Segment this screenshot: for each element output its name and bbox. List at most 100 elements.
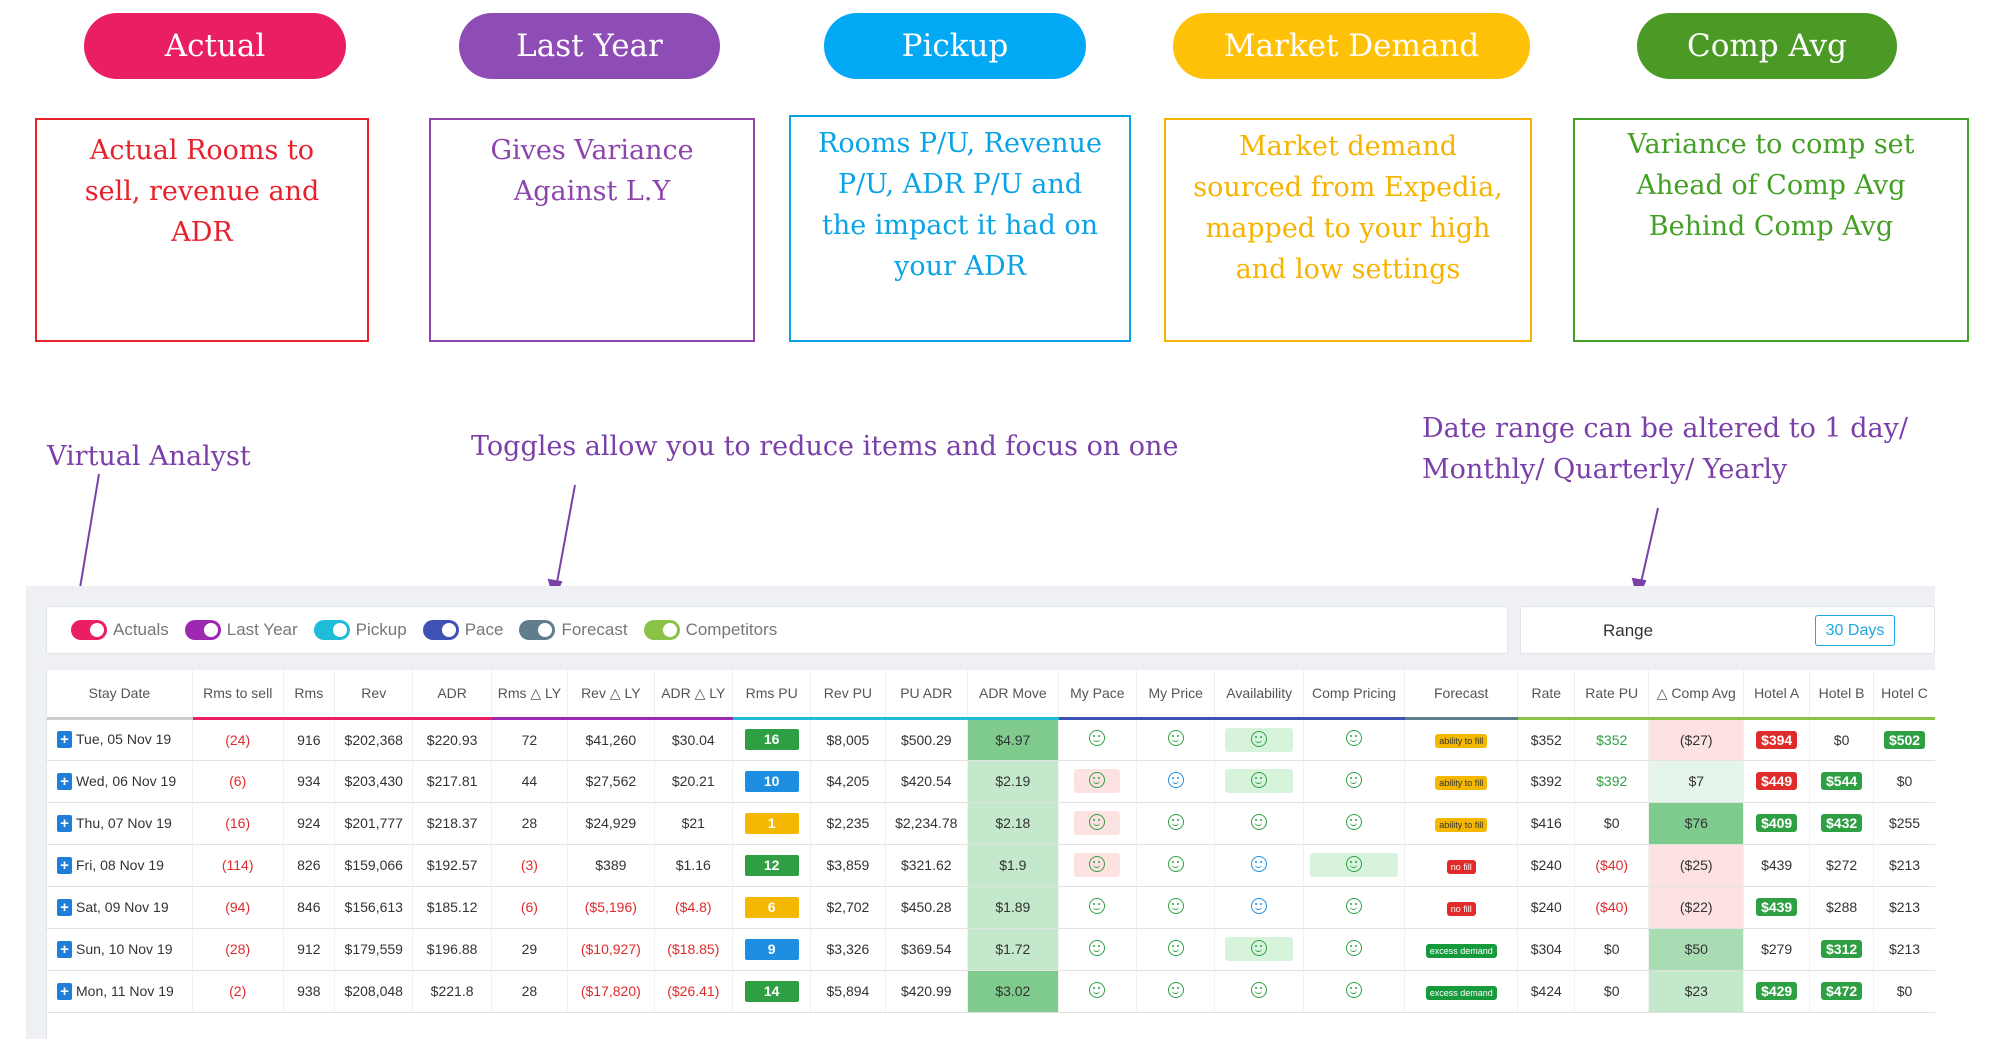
legend-actual-label: Actual: [164, 28, 266, 64]
col-forecast[interactable]: Forecast: [1404, 670, 1519, 720]
hotel-c-badge: $502: [1883, 730, 1926, 749]
expand-row-button[interactable]: +: [57, 856, 72, 874]
cell-rms-ly: 72: [491, 718, 569, 761]
cell-pu-adr: $450.28: [885, 886, 968, 929]
col-hotel-b[interactable]: Hotel B: [1809, 670, 1875, 720]
cell-availability: [1214, 970, 1305, 1013]
smiley-icon: [1346, 730, 1363, 746]
col-rev-ly[interactable]: Rev △ LY: [567, 670, 655, 720]
smiley-icon: [1251, 981, 1268, 998]
pace-chip: [1074, 769, 1121, 793]
smiley-icon: [1251, 855, 1268, 872]
toggle-last-year-switch[interactable]: [184, 620, 221, 640]
toggle-pace[interactable]: Pace: [422, 620, 503, 640]
range-30-days-button[interactable]: 30 Days: [1815, 615, 1895, 646]
cell-comp-pricing: [1303, 844, 1406, 887]
cell-my-pace: [1058, 802, 1138, 845]
col-my-price[interactable]: My Price: [1136, 670, 1216, 720]
cell-rms: 916: [283, 718, 336, 761]
forecast-badge: excess demand: [1425, 943, 1497, 958]
col-pu-adr[interactable]: PU ADR: [885, 670, 968, 720]
toggle-forecast-switch[interactable]: [519, 620, 556, 640]
cell-rate-pu: $352: [1574, 718, 1650, 761]
toggle-pickup[interactable]: Pickup: [313, 620, 407, 640]
forecast-badge: ability to fill: [1435, 775, 1488, 790]
cell-stay-date: + Sat, 09 Nov 19: [47, 886, 193, 929]
col-rate[interactable]: Rate: [1517, 670, 1576, 720]
cell-my-price: [1136, 718, 1216, 761]
smiley-icon: [1089, 939, 1106, 956]
smiley-icon: [1251, 940, 1268, 956]
availability-chip: [1225, 727, 1294, 752]
cell-stay-date: + Sun, 10 Nov 19: [47, 928, 193, 971]
cell-rms: 912: [283, 928, 336, 971]
cell-my-pace: [1058, 844, 1138, 887]
cell-my-price: [1136, 886, 1216, 929]
col-stay-date[interactable]: Stay Date: [47, 670, 193, 720]
cell-rate: $416: [1517, 802, 1576, 845]
legend-actual: Actual: [84, 13, 346, 79]
cell-hotel-b: $0: [1809, 718, 1875, 761]
cell-hotel-a: $439: [1743, 886, 1811, 929]
cell-rev-pu: $2,235: [810, 802, 886, 845]
toggle-last-year[interactable]: Last Year: [184, 620, 298, 640]
legend-comp-avg: Comp Avg: [1637, 13, 1897, 79]
col-rms-to-sell[interactable]: Rms to sell: [192, 670, 284, 720]
cell-rate-pu: $0: [1574, 970, 1650, 1013]
col-adr-ly[interactable]: ADR △ LY: [654, 670, 733, 720]
toggle-actuals-label: Actuals: [113, 620, 169, 639]
toggle-pickup-switch[interactable]: [313, 620, 350, 640]
col-rev-pu[interactable]: Rev PU: [810, 670, 886, 720]
cell-hotel-a: $409: [1743, 802, 1811, 845]
col-rms-ly[interactable]: Rms △ LY: [491, 670, 569, 720]
table-row: + Sun, 10 Nov 19 (28) 912 $179,559 $196.8…: [47, 928, 1935, 971]
pace-chip: [1074, 811, 1121, 835]
toggle-competitors[interactable]: Competitors: [643, 620, 777, 640]
col-rev[interactable]: Rev: [334, 670, 414, 720]
col-adr-move[interactable]: ADR Move: [967, 670, 1059, 720]
expand-row-button[interactable]: +: [57, 982, 72, 1000]
cell-rev-ly: ($17,820): [567, 970, 655, 1013]
col-comp-avg[interactable]: △ Comp Avg: [1648, 670, 1745, 720]
box-market-demand: Market demand sourced from Expedia, mapp…: [1164, 118, 1532, 342]
cell-rms: 938: [283, 970, 336, 1013]
rms-pu-badge: 1: [744, 812, 799, 834]
cell-comp-avg: ($25): [1648, 844, 1745, 887]
smiley-icon: [1251, 897, 1268, 914]
cell-rev-pu: $3,859: [810, 844, 886, 887]
toggle-pace-switch[interactable]: [422, 620, 459, 640]
cell-adr: $196.88: [412, 928, 492, 971]
rms-pu-badge: 16: [744, 729, 799, 750]
cell-hotel-b: $472: [1809, 970, 1875, 1013]
forecast-badge: excess demand: [1425, 985, 1497, 1000]
toggle-last-year-label: Last Year: [226, 620, 298, 639]
cell-rms-ly: 44: [491, 760, 569, 803]
toggle-forecast[interactable]: Forecast: [519, 620, 628, 640]
expand-row-button[interactable]: +: [57, 731, 72, 748]
col-rms[interactable]: Rms: [283, 670, 336, 720]
table-row: + Mon, 11 Nov 19 (2) 938 $208,048 $221.8 …: [47, 970, 1935, 1013]
expand-row-button[interactable]: +: [57, 814, 72, 832]
col-rms-pu[interactable]: Rms PU: [732, 670, 812, 720]
expand-row-button[interactable]: +: [57, 898, 72, 916]
col-availability[interactable]: Availability: [1214, 670, 1305, 720]
col-adr[interactable]: ADR: [412, 670, 492, 720]
cell-rate-pu: $392: [1574, 760, 1650, 803]
expand-row-button[interactable]: +: [57, 772, 72, 790]
cell-stay-date: + Fri, 08 Nov 19: [47, 844, 193, 887]
toggle-competitors-switch[interactable]: [643, 620, 680, 640]
col-hotel-c[interactable]: Hotel C: [1873, 670, 1935, 720]
cell-comp-pricing: [1303, 970, 1406, 1013]
col-rate-pu[interactable]: Rate PU: [1574, 670, 1650, 720]
col-comp-pricing[interactable]: Comp Pricing: [1303, 670, 1406, 720]
col-hotel-a[interactable]: Hotel A: [1743, 670, 1811, 720]
cell-rms-to-sell: (114): [192, 844, 284, 887]
range-label: Range: [1603, 621, 1654, 640]
col-my-pace[interactable]: My Pace: [1058, 670, 1138, 720]
cell-comp-pricing: [1303, 718, 1406, 761]
toggle-actuals-switch[interactable]: [71, 620, 107, 640]
expand-row-button[interactable]: +: [57, 940, 72, 958]
rms-pu-badge: 9: [744, 938, 799, 960]
cell-rms-ly: 28: [491, 802, 569, 845]
toggle-actuals[interactable]: Actuals: [71, 620, 169, 640]
